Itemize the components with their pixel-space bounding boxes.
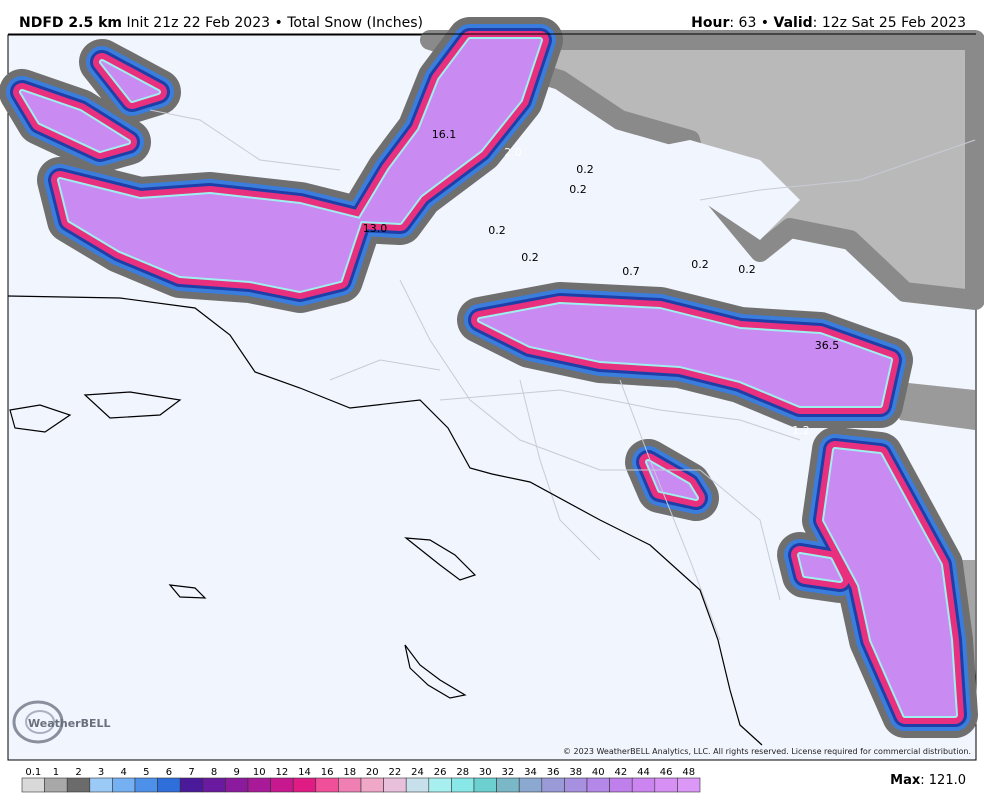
roads xyxy=(149,109,976,641)
legend-label: 8 xyxy=(211,767,217,778)
legend-swatch xyxy=(292,777,317,793)
max-value: : 121.0 xyxy=(920,773,966,788)
legend-swatch xyxy=(677,777,701,793)
legend-swatch xyxy=(473,777,497,793)
legend-label: 2 xyxy=(75,767,81,778)
legend-label: 7 xyxy=(188,767,194,778)
legend-swatch xyxy=(157,777,181,793)
legend-swatch xyxy=(66,777,91,793)
legend-label: 3 xyxy=(98,767,104,778)
legend-label: 18 xyxy=(343,767,356,778)
legend-swatch xyxy=(654,777,678,793)
snow-amount-label: 13.0 xyxy=(363,222,388,235)
legend-swatch xyxy=(383,777,407,793)
legend-swatch xyxy=(541,777,565,793)
legend-swatch xyxy=(586,777,610,793)
weatherbell-logo: WeatherBELL xyxy=(12,700,111,744)
separator: • xyxy=(274,15,282,31)
legend-label: 24 xyxy=(411,767,424,778)
snow-amount-label: 0.2 xyxy=(691,258,709,271)
legend-label: 26 xyxy=(434,767,447,778)
hour-value: : 63 • xyxy=(729,15,769,31)
legend-swatch xyxy=(225,777,249,793)
hour-label: Hour xyxy=(691,15,729,31)
legend-label: 20 xyxy=(366,767,379,778)
legend-swatch xyxy=(89,777,113,793)
legend-swatch xyxy=(247,777,271,793)
valid-label: Valid xyxy=(774,15,813,31)
legend-swatch xyxy=(360,777,384,793)
legend-label: 22 xyxy=(389,767,402,778)
legend-label: 0.1 xyxy=(25,767,41,778)
legend-label: 1 xyxy=(53,767,59,778)
snow-amount-label: 2.0 xyxy=(504,146,522,159)
legend-swatch xyxy=(202,777,226,793)
snow-amount-label: 16.1 xyxy=(432,128,457,141)
legend-label: 5 xyxy=(143,767,149,778)
legend-swatch xyxy=(270,777,294,793)
legend-label: 12 xyxy=(276,767,289,778)
legend-label: 10 xyxy=(253,767,266,778)
legend-label: 38 xyxy=(569,767,582,778)
legend-label: 4 xyxy=(121,767,127,778)
snow-amount-label: 0.2 xyxy=(576,163,594,176)
snow-amount-label: 1.2 xyxy=(792,424,810,437)
legend-label: 14 xyxy=(298,767,311,778)
legend-swatch xyxy=(21,777,45,793)
header-right: Hour: 63 • Valid: 12z Sat 25 Feb 2023 xyxy=(691,15,966,31)
legend-swatch xyxy=(112,777,136,793)
legend-label: 36 xyxy=(547,767,560,778)
legend-swatch xyxy=(405,777,430,793)
legend-swatch xyxy=(428,777,452,793)
legend: 0.1 1 2 3 4 5 6 7 8 9 10 12 14 16 18 20 22 24 26 28 30 32 34 36… xyxy=(21,767,701,793)
legend-label: 42 xyxy=(615,767,628,778)
legend-swatch xyxy=(609,777,633,793)
product: Total Snow (Inches) xyxy=(286,15,423,31)
legend-swatch xyxy=(44,777,68,793)
legend-swatch xyxy=(179,777,204,793)
coastline xyxy=(7,295,763,746)
snow-amount-label: 0.2 xyxy=(521,251,539,264)
legend-swatch xyxy=(338,777,362,793)
snow-amount-label: 0.2 xyxy=(488,224,506,237)
legend-label: 48 xyxy=(682,767,695,778)
legend-label: 28 xyxy=(456,767,469,778)
header-left: NDFD 2.5 km Init 21z 22 Feb 2023 • Total… xyxy=(19,15,423,31)
logo-text: WeatherBELL xyxy=(28,717,111,730)
max-label: Max xyxy=(890,773,921,788)
snow-amount-label: 0.7 xyxy=(622,265,640,278)
snow-amount-label: 36.5 xyxy=(815,339,840,352)
legend-label: 34 xyxy=(524,767,537,778)
legend-swatch xyxy=(451,777,475,793)
legend-swatch xyxy=(631,777,656,793)
legend-swatch xyxy=(315,777,339,793)
legend-label: 30 xyxy=(479,767,492,778)
snow-amount-label: 0.2 xyxy=(569,183,587,196)
legend-swatch xyxy=(564,777,588,793)
legend-label: 16 xyxy=(321,767,334,778)
model: NDFD 2.5 km xyxy=(19,15,122,31)
legend-label: 6 xyxy=(166,767,172,778)
legend-label: 40 xyxy=(592,767,605,778)
legend-label: 9 xyxy=(234,767,240,778)
legend-swatch xyxy=(134,777,158,793)
snow-amount-label: 0.2 xyxy=(738,263,756,276)
copyright: © 2023 WeatherBELL Analytics, LLC. All r… xyxy=(563,747,971,756)
valid-value: : 12z Sat 25 Feb 2023 xyxy=(813,15,966,31)
legend-swatch xyxy=(518,777,543,793)
legend-label: 32 xyxy=(502,767,515,778)
legend-label: 46 xyxy=(660,767,673,778)
legend-swatch xyxy=(496,777,520,793)
max: Max: 121.0 xyxy=(890,773,966,788)
init: Init 21z 22 Feb 2023 xyxy=(126,15,270,31)
legend-label: 44 xyxy=(637,767,650,778)
